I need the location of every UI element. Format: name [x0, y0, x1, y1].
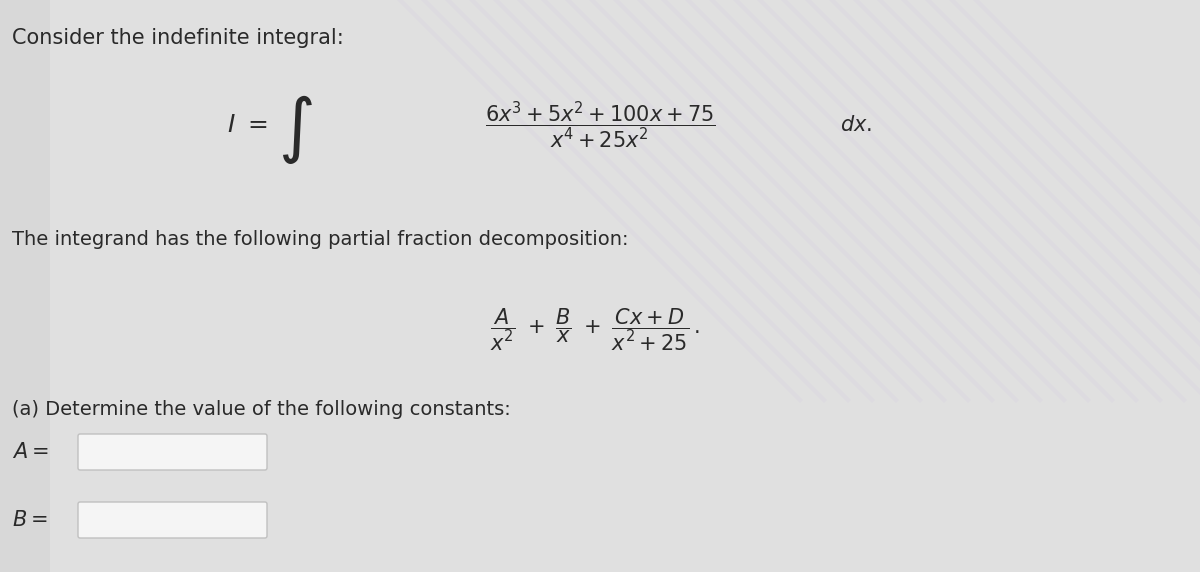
Text: (a) Determine the value of the following constants:: (a) Determine the value of the following… [12, 400, 511, 419]
FancyBboxPatch shape [78, 434, 266, 470]
FancyBboxPatch shape [78, 502, 266, 538]
Text: $\int$: $\int$ [278, 93, 313, 166]
Text: $A =$: $A =$ [12, 442, 49, 462]
Text: The integrand has the following partial fraction decomposition:: The integrand has the following partial … [12, 230, 629, 249]
Text: $B =$: $B =$ [12, 510, 48, 530]
Bar [0, 0, 50, 572]
Text: Consider the indefinite integral:: Consider the indefinite integral: [12, 28, 343, 48]
Text: $\dfrac{A}{x^2}\ +\ \dfrac{B}{x}\ +\ \dfrac{Cx+D}{x^2+25}$$\,.$: $\dfrac{A}{x^2}\ +\ \dfrac{B}{x}\ +\ \df… [490, 307, 700, 353]
Text: $I\ =$: $I\ =$ [227, 113, 268, 137]
Text: $\dfrac{6x^3 + 5x^2 + 100x + 75}{x^4 + 25x^2}$: $\dfrac{6x^3 + 5x^2 + 100x + 75}{x^4 + 2… [485, 100, 715, 150]
Text: $dx.$: $dx.$ [840, 115, 872, 135]
